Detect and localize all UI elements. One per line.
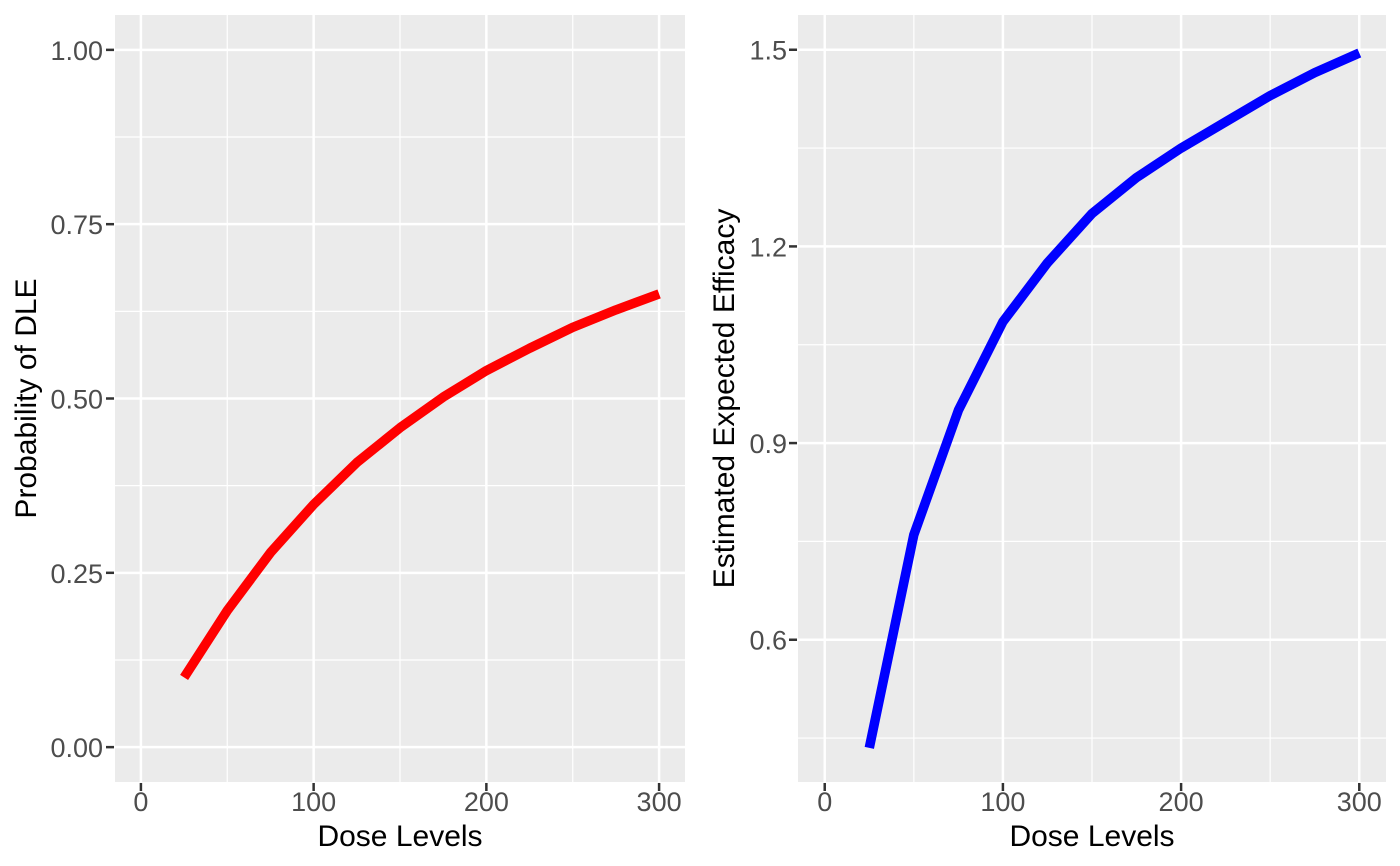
y-axis-title: Estimated Expected Efficacy xyxy=(708,209,741,589)
x-tick-label: 0 xyxy=(817,787,832,817)
y-tick-label: 0.75 xyxy=(50,210,103,240)
y-tick-label: 0.9 xyxy=(749,429,787,459)
y-tick-label: 0.6 xyxy=(749,626,787,656)
x-tick-label: 100 xyxy=(980,787,1025,817)
x-tick-label: 200 xyxy=(1159,787,1204,817)
y-axis-title: Probability of DLE xyxy=(10,278,43,518)
x-tick-label: 200 xyxy=(464,787,509,817)
y-tick-label: 1.00 xyxy=(50,36,103,66)
axis-tick-marks xyxy=(106,48,661,791)
dle-probability-curve xyxy=(180,289,661,680)
y-tick-label: 0.00 xyxy=(50,733,103,763)
axis-tick-marks xyxy=(789,48,1361,791)
y-tick-label: 1.2 xyxy=(749,232,787,262)
y-tick-label: 1.5 xyxy=(749,36,787,66)
x-tick-label: 300 xyxy=(637,787,682,817)
dle-probability-chart: 0 100 200 300 0.00 0.25 0.50 0.75 1.00 Dose Level… xyxy=(10,15,685,853)
y-tick-label: 0.25 xyxy=(50,559,103,589)
x-tick-label: 100 xyxy=(291,787,336,817)
x-tick-label: 300 xyxy=(1337,787,1382,817)
x-axis-title: Dose Levels xyxy=(1009,820,1174,853)
major-gridlines xyxy=(115,15,685,782)
minor-gridlines xyxy=(798,15,1386,782)
x-tick-label: 0 xyxy=(133,787,148,817)
efficacy-chart: 0 100 200 300 0.6 0.9 1.2 1.5 Dose Levels Estimat… xyxy=(708,15,1386,853)
x-axis-title: Dose Levels xyxy=(317,820,482,853)
estimated-efficacy-curve xyxy=(864,48,1362,749)
y-tick-label: 0.50 xyxy=(50,385,103,415)
